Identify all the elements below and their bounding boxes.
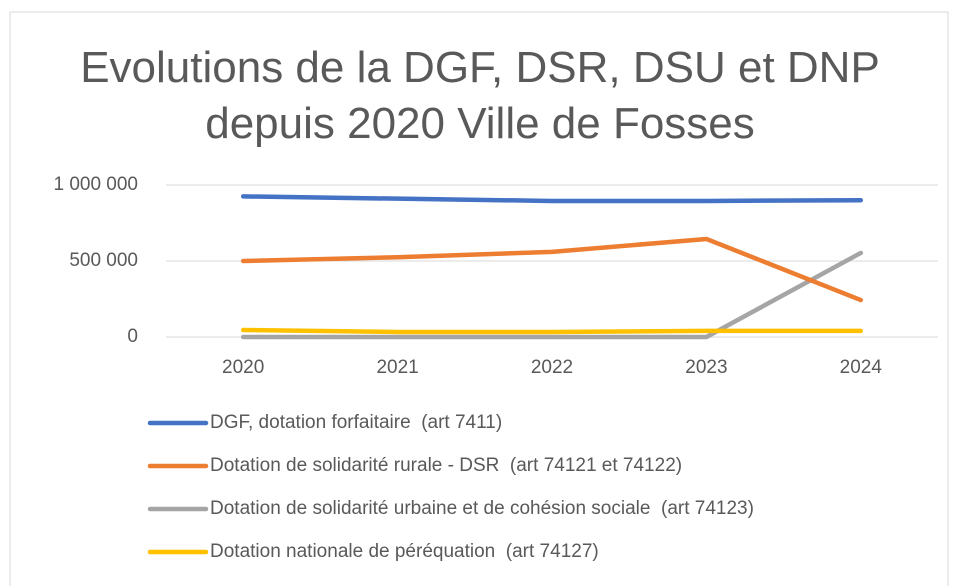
x-tick-label: 2022	[531, 357, 573, 378]
x-tick-label: 2021	[376, 357, 418, 378]
series-line	[240, 250, 864, 340]
series-line	[240, 236, 864, 303]
series-line	[240, 194, 864, 204]
chart-frame	[9, 11, 949, 586]
legend-label: Dotation nationale de péréquation (art 7…	[210, 541, 599, 562]
y-tick-label: 500 000	[69, 250, 138, 271]
x-tick-label: 2023	[685, 357, 727, 378]
x-tick-label: 2024	[840, 357, 883, 378]
chart-title: Evolutions de la DGF, DSR, DSU et DNP de…	[80, 43, 880, 148]
series-line	[240, 327, 864, 335]
y-tick-label: 0	[127, 326, 138, 347]
legend-label: DGF, dotation forfaitaire (art 7411)	[210, 412, 502, 433]
legend-label: Dotation de solidarité rurale - DSR (art…	[210, 455, 682, 476]
x-tick-label: 2020	[222, 357, 264, 378]
y-tick-label: 1 000 000	[53, 174, 138, 195]
legend-label: Dotation de solidarité urbaine et de coh…	[210, 498, 754, 519]
